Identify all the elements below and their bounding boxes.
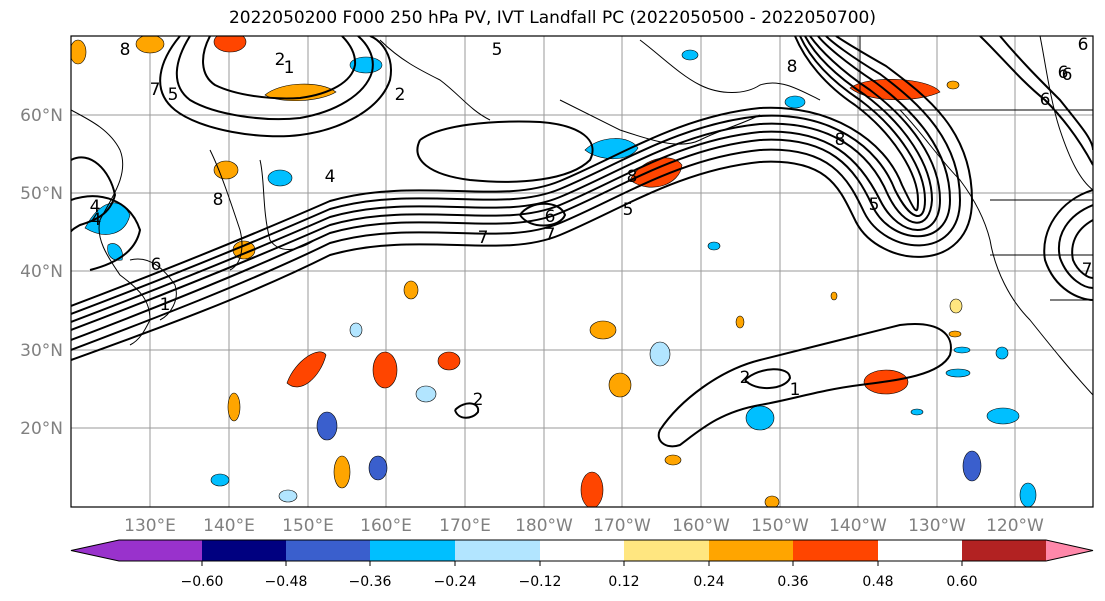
contour-label: 6 <box>1040 90 1051 110</box>
colorbar-tick-label: 0.36 <box>777 574 808 590</box>
latitude-label: 30°N <box>20 341 63 361</box>
colorbar-segment <box>202 540 286 561</box>
contour-label: 4 <box>325 167 336 187</box>
longitude-label: 130°E <box>124 516 176 536</box>
colorbar-segment <box>709 540 793 561</box>
contour-label: 7 <box>545 225 556 245</box>
latitude-label: 40°N <box>20 262 63 282</box>
contour-label: 2 <box>740 368 751 388</box>
contour-label: 4 <box>90 197 101 217</box>
longitude-label: 150°W <box>751 516 809 536</box>
colorbar-tick-label: 0.48 <box>862 574 893 590</box>
colorbar-segment <box>793 540 878 561</box>
colorbar-segment <box>286 540 370 561</box>
longitude-label: 160°W <box>672 516 730 536</box>
contour-label: 7 <box>1082 260 1093 280</box>
contour-label: 1 <box>790 380 801 400</box>
contour-label: 7 <box>150 80 161 100</box>
contour-label: 7 <box>478 228 489 248</box>
latitude-labels: 20°N 30°N 40°N 50°N 60°N <box>20 106 63 439</box>
ivt-shading <box>71 36 1037 507</box>
colorbar-tick-label: −0.24 <box>434 574 477 590</box>
colorbar-tick-label: 0.24 <box>693 574 724 590</box>
longitude-label: 170°W <box>593 516 651 536</box>
contour-label: 2 <box>473 390 484 410</box>
colorbar-segment <box>119 540 202 561</box>
latitude-label: 50°N <box>20 184 63 204</box>
colorbar-tick-label: 0.12 <box>608 574 639 590</box>
contour-label: 2 <box>275 50 286 70</box>
colorbar-tick-label: 0.60 <box>946 574 977 590</box>
longitude-label: 140°W <box>829 516 887 536</box>
longitude-label: 130°W <box>908 516 966 536</box>
colorbar-extend-low <box>71 540 119 561</box>
contour-label: 1 <box>284 58 295 78</box>
latitude-label: 20°N <box>20 419 63 439</box>
colorbar <box>70 539 1094 562</box>
contour-label: 4 <box>91 210 102 230</box>
map-frame <box>70 35 1094 508</box>
longitude-label: 170°E <box>439 516 491 536</box>
contour-label: 8 <box>120 40 131 60</box>
contour-label: 8 <box>213 190 224 210</box>
contour-label: 6 <box>1058 63 1069 83</box>
pv-contours <box>71 36 1093 448</box>
colorbar-segment <box>962 540 1046 561</box>
contour-label: 6 <box>545 207 556 227</box>
contour-label: 5 <box>492 40 503 60</box>
longitude-label: 120°W <box>986 516 1044 536</box>
contour-label: 5 <box>168 85 179 105</box>
contour-label: 1 <box>160 295 171 315</box>
longitude-label: 150°E <box>282 516 334 536</box>
colorbar-ticks: −0.60 −0.48 −0.36 −0.24 −0.12 0.12 0.24 0.36 0.4… <box>181 561 978 590</box>
colorbar-segment <box>540 540 624 561</box>
contour-label: 8 <box>835 130 846 150</box>
longitude-labels: 130°E 140°E 150°E 160°E 170°E 180°W 170°W 160°W… <box>124 516 1044 536</box>
colorbar-extend-high <box>1046 540 1093 561</box>
longitude-label: 160°E <box>360 516 412 536</box>
colorbar-segment <box>370 540 455 561</box>
contour-label: 6 <box>151 255 162 275</box>
contour-label: 2 <box>395 85 406 105</box>
latitude-label: 60°N <box>20 106 63 126</box>
contour-label: 8 <box>627 167 638 187</box>
contour-label: 6 <box>1078 35 1089 55</box>
contour-label: 6 <box>1062 65 1073 85</box>
colorbar-tick-label: −0.36 <box>349 574 392 590</box>
colorbar-outline <box>70 539 1094 562</box>
contour-label: 8 <box>787 57 798 77</box>
colorbar-tick-label: −0.48 <box>265 574 308 590</box>
contour-label: 5 <box>869 195 880 215</box>
colorbar-tick-label: −0.60 <box>181 574 224 590</box>
colorbar-segment <box>455 540 540 561</box>
longitude-label: 140°E <box>203 516 255 536</box>
colorbar-segment <box>624 540 709 561</box>
contour-label: 5 <box>623 200 634 220</box>
colorbar-tick-label: −0.12 <box>519 574 562 590</box>
longitude-label: 180°W <box>515 516 573 536</box>
map-title: 2022050200 F000 250 hPa PV, IVT Landfall… <box>228 8 876 28</box>
